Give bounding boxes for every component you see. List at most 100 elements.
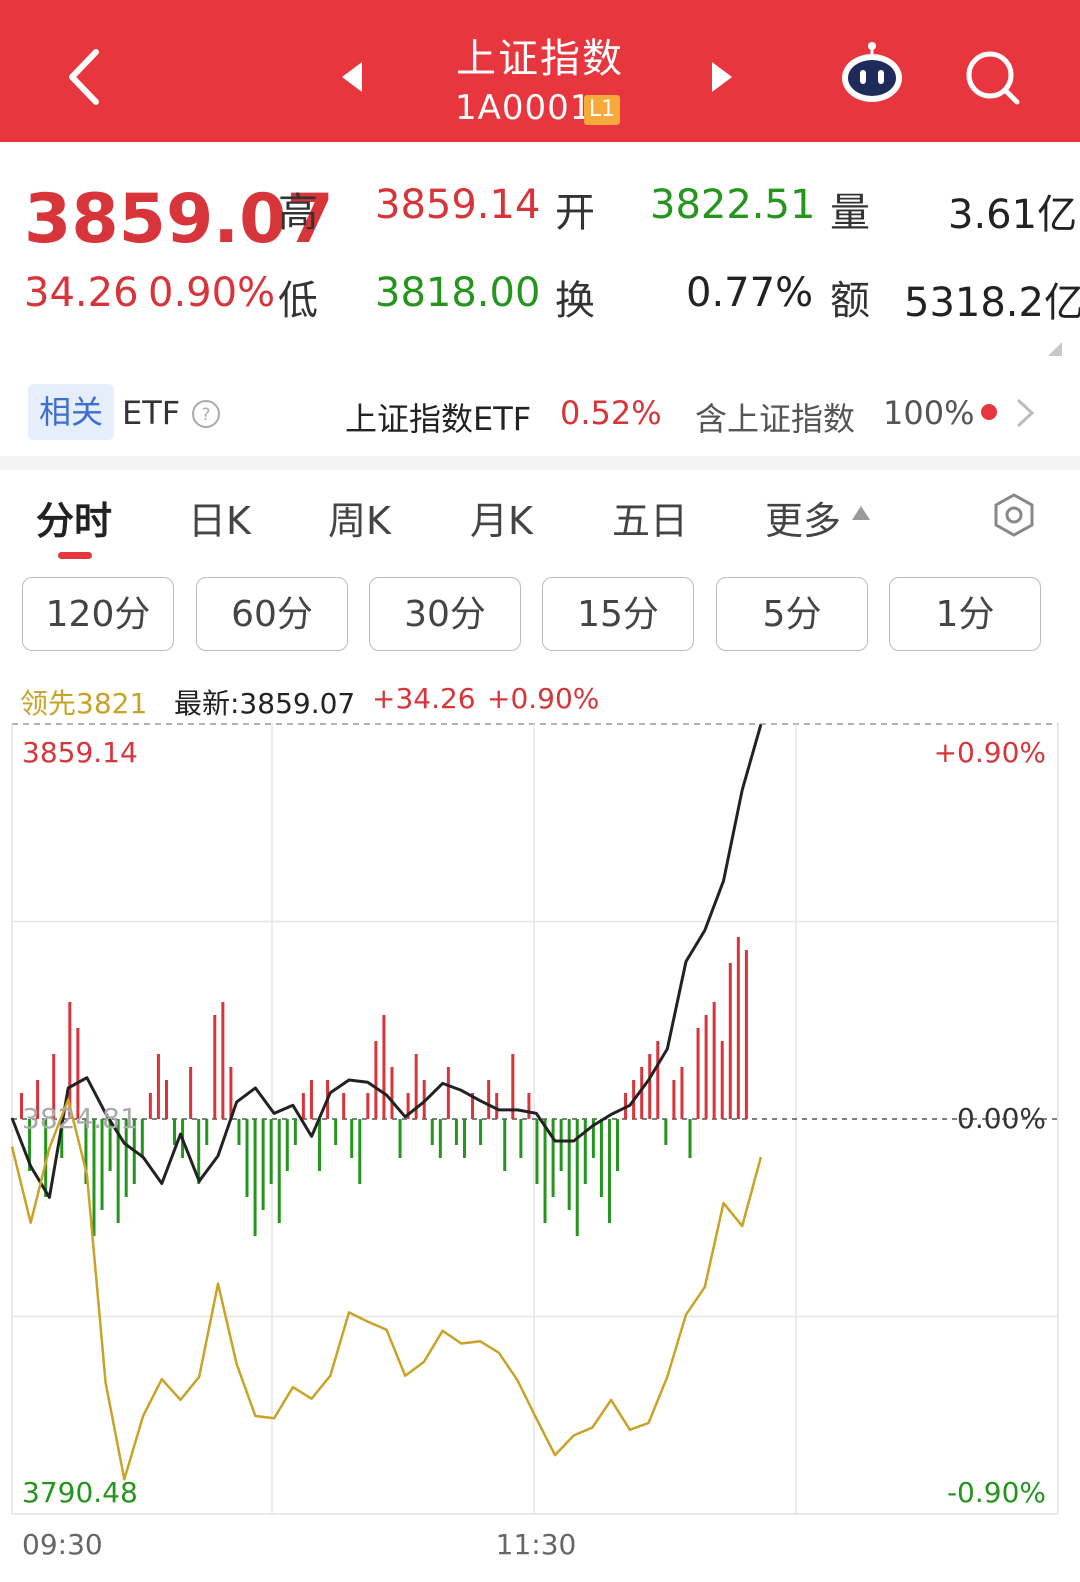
chart-grid	[11, 723, 1059, 1515]
volume-bar	[374, 1041, 378, 1119]
volume-bar	[116, 1119, 120, 1223]
volume-bar	[487, 1080, 491, 1119]
volume-bar	[471, 1093, 475, 1119]
high-value: 3859.14	[375, 182, 541, 228]
volume-bar	[430, 1119, 434, 1145]
volume-bar	[616, 1119, 620, 1171]
y-max-label: 3859.14	[22, 736, 138, 769]
volume-bar	[454, 1119, 458, 1145]
triangle-up-icon	[852, 506, 870, 520]
price-lines	[10, 724, 763, 1481]
settings-hexagon-icon[interactable]	[992, 492, 1036, 538]
top-bar: 上证指数 1A0001 L1	[0, 0, 1080, 142]
volume-bar	[76, 1028, 80, 1119]
last-price: 3859.07	[24, 180, 334, 259]
robot-assistant-icon[interactable]	[838, 40, 906, 108]
info-change: +34.26	[372, 682, 476, 715]
section-divider	[0, 456, 1080, 470]
volume-bar	[148, 1093, 152, 1119]
volume-bar	[285, 1119, 289, 1171]
tab-more[interactable]: 更多	[765, 499, 842, 543]
etf-label: ETF	[122, 394, 181, 432]
interval-15m[interactable]: 15分	[542, 577, 694, 651]
related-tag: 相关	[28, 384, 114, 440]
alert-dot-icon	[981, 404, 997, 420]
expand-corner-icon[interactable]	[1048, 342, 1062, 356]
chevron-right-icon[interactable]	[1014, 396, 1036, 430]
tab-five-day[interactable]: 五日	[612, 499, 689, 543]
volume-bar	[446, 1067, 450, 1119]
volume-bar	[688, 1119, 692, 1158]
svg-text:?: ?	[201, 405, 210, 425]
amount-value: 5318.2亿	[904, 280, 1080, 326]
page-title: 上证指数	[456, 36, 624, 82]
interval-120m[interactable]: 120分	[22, 577, 174, 651]
volume-bar	[229, 1067, 233, 1119]
volume-bar	[535, 1119, 539, 1184]
volume-bar	[672, 1080, 676, 1119]
y-base-pct-label: 0.00%	[957, 1102, 1046, 1135]
volume-bar	[277, 1119, 281, 1223]
volume-bar	[398, 1119, 402, 1158]
volume-bar	[20, 1093, 23, 1119]
volume-bar	[156, 1054, 160, 1119]
volume-bar	[237, 1119, 241, 1145]
volume-bar	[28, 1119, 32, 1171]
etf-name[interactable]: 上证指数ETF	[345, 400, 532, 438]
volume-bar	[269, 1119, 273, 1184]
previous-stock-icon[interactable]	[340, 60, 364, 94]
volume-bar	[567, 1119, 571, 1210]
volume-bar	[583, 1119, 587, 1184]
volume-bar	[648, 1054, 652, 1119]
turnover-label: 换	[555, 278, 595, 324]
interval-30m[interactable]: 30分	[369, 577, 521, 651]
x-label-open: 09:30	[22, 1528, 103, 1561]
interval-60m[interactable]: 60分	[196, 577, 348, 651]
volume-bar	[406, 1093, 410, 1119]
tab-timeshare[interactable]: 分时	[36, 499, 113, 543]
volume-bar	[342, 1093, 346, 1119]
help-icon[interactable]: ?	[190, 398, 222, 430]
y-max-pct-label: +0.90%	[934, 736, 1046, 769]
volume-bar	[52, 1054, 56, 1119]
back-arrow-icon[interactable]	[60, 40, 120, 110]
volume-bar	[664, 1119, 668, 1145]
volume-bar	[575, 1119, 579, 1236]
volume-bar	[84, 1119, 88, 1184]
tab-monthly-k[interactable]: 月K	[470, 499, 533, 543]
volume-bar	[140, 1119, 144, 1158]
turnover-value: 0.77%	[686, 270, 814, 316]
interval-5m[interactable]: 5分	[716, 577, 868, 651]
leader-label: 领先3821	[20, 687, 148, 720]
volume-bar	[479, 1119, 483, 1145]
high-label: 高	[278, 190, 318, 236]
volume-bar	[503, 1119, 507, 1171]
volume-bar	[495, 1093, 499, 1119]
change-percent: 0.90%	[148, 270, 276, 316]
volume-bar	[728, 963, 732, 1119]
next-stock-icon[interactable]	[710, 60, 734, 94]
volume-bar	[205, 1119, 209, 1145]
volume-bar	[334, 1119, 338, 1145]
tab-daily-k[interactable]: 日K	[188, 499, 251, 543]
info-percent: +0.90%	[487, 682, 600, 715]
index-price-line	[10, 724, 763, 1199]
volume-bar	[108, 1119, 112, 1171]
interval-1m[interactable]: 1分	[889, 577, 1041, 651]
tab-weekly-k[interactable]: 周K	[328, 499, 391, 543]
volume-bar	[519, 1119, 523, 1158]
volume-bar	[68, 1002, 72, 1119]
volume-bar	[350, 1119, 354, 1158]
volume-bar	[124, 1119, 128, 1197]
volume-bar	[382, 1015, 386, 1119]
volume-bar	[318, 1119, 322, 1171]
volume-bar	[591, 1119, 595, 1158]
search-icon[interactable]	[963, 48, 1023, 108]
volume-bar	[599, 1119, 603, 1197]
volume-bar	[253, 1119, 257, 1236]
volume-bar	[301, 1093, 305, 1119]
intraday-chart[interactable]: 3859.14 3824.81 3790.48 +0.90% 0.00% -0.…	[0, 718, 1080, 1582]
etf-contains: 含上证指数	[695, 400, 856, 438]
low-label: 低	[278, 278, 318, 324]
volume-bar	[164, 1080, 168, 1119]
